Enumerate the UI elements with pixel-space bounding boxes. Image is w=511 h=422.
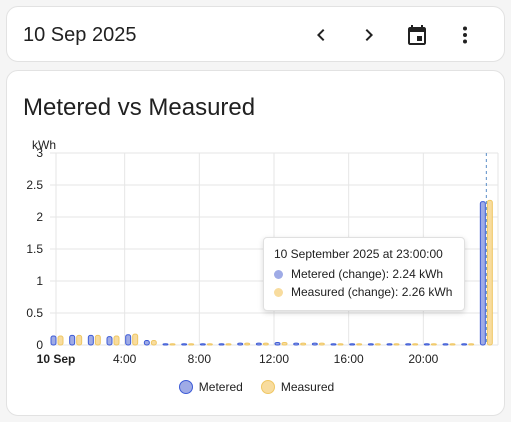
chevron-left-icon xyxy=(317,29,325,41)
next-day-button[interactable] xyxy=(357,23,381,47)
y-tick-label: 0.5 xyxy=(26,306,43,320)
bar-measured xyxy=(244,342,251,346)
legend-item-metered[interactable]: Metered xyxy=(178,380,243,394)
bar-metered xyxy=(330,343,337,346)
legend-label-metered: Metered xyxy=(198,380,243,394)
bar-metered xyxy=(87,334,94,346)
bar-metered xyxy=(181,343,188,346)
bar-measured xyxy=(374,343,381,346)
more-options-button[interactable] xyxy=(453,23,477,47)
y-tick-label: 2.5 xyxy=(26,178,43,192)
metered-color-dot xyxy=(274,269,283,279)
x-tick-label: 12:00 xyxy=(259,352,289,366)
bar-metered xyxy=(386,343,393,346)
bar-metered xyxy=(218,343,225,346)
bar-metered xyxy=(349,343,356,346)
x-tick-label: 16:00 xyxy=(334,352,364,366)
bar-metered xyxy=(50,335,57,346)
bar-measured xyxy=(132,333,139,346)
bar-measured xyxy=(281,341,288,346)
statistics-graph-card: Metered vs Measured 0 0.5 1 1.5 2 2.5 3 10 Sep 4… xyxy=(6,70,505,416)
y-tick-label: 1 xyxy=(36,274,43,288)
bar-metered xyxy=(274,341,281,346)
bar-metered xyxy=(442,343,449,346)
bar-metered xyxy=(367,343,374,346)
calendar-button[interactable] xyxy=(405,23,429,47)
legend-label-measured: Measured xyxy=(280,380,335,394)
bar-measured xyxy=(337,343,344,346)
tooltip-measured-value: Measured (change): 2.26 kWh xyxy=(291,285,453,299)
chart-legend: Metered Measured xyxy=(7,380,506,394)
y-tick-label: 1.5 xyxy=(26,242,43,256)
bar-measured xyxy=(430,343,437,346)
bar-measured xyxy=(300,342,307,346)
bar-chart[interactable]: 0 0.5 1 1.5 2 2.5 3 10 Sep 4:00 8:00 12:00 16:00 20:… xyxy=(7,71,506,371)
tooltip-title: 10 September 2025 at 23:00:00 xyxy=(274,247,443,261)
metered-legend-swatch xyxy=(178,380,193,394)
y-axis-label: kWh xyxy=(32,138,56,152)
bar-measured xyxy=(113,335,120,346)
bar-metered xyxy=(199,343,206,346)
x-tick-label: 20:00 xyxy=(408,352,438,366)
bar-metered xyxy=(69,334,76,346)
bar-metered xyxy=(125,334,132,346)
bar-measured xyxy=(468,343,475,346)
calendar-icon xyxy=(408,25,426,45)
bar-metered xyxy=(293,342,300,346)
bar-measured xyxy=(206,343,213,346)
bar-metered xyxy=(461,343,468,346)
bar-measured xyxy=(393,343,400,346)
measured-color-dot xyxy=(274,287,283,297)
previous-day-button[interactable] xyxy=(309,23,333,47)
date-picker-card: 10 Sep 2025 xyxy=(6,6,505,62)
chevron-right-icon xyxy=(365,29,373,41)
bar-metered xyxy=(255,342,262,346)
tooltip-row-metered: Metered (change): 2.24 kWh xyxy=(274,267,454,281)
y-tick-label: 0 xyxy=(36,338,43,352)
bar-measured xyxy=(188,343,195,346)
bar-metered xyxy=(162,343,169,346)
card-title: Metered vs Measured xyxy=(23,94,256,121)
bar-metered xyxy=(237,342,244,346)
chart-tooltip: 10 September 2025 at 23:00:00 Metered (c… xyxy=(263,237,465,311)
y-tick-label: 3 xyxy=(36,146,43,160)
bar-measured xyxy=(57,335,64,346)
bar-metered xyxy=(405,343,412,346)
x-tick-label: 8:00 xyxy=(188,352,212,366)
x-tick-label: 4:00 xyxy=(113,352,137,366)
more-vertical-icon xyxy=(463,26,467,44)
tooltip-row-measured: Measured (change): 2.26 kWh xyxy=(274,285,454,299)
bar-metered xyxy=(479,201,486,346)
tooltip-metered-value: Metered (change): 2.24 kWh xyxy=(291,267,444,281)
legend-item-measured[interactable]: Measured xyxy=(260,380,335,394)
bar-metered xyxy=(311,342,318,346)
bar-metered xyxy=(423,343,430,346)
bar-measured xyxy=(412,343,419,346)
bar-measured xyxy=(486,199,493,346)
bar-measured xyxy=(225,343,232,346)
bar-measured xyxy=(318,342,325,346)
x-tick-label: 10 Sep xyxy=(37,352,76,366)
bar-measured xyxy=(449,343,456,346)
y-tick-label: 2 xyxy=(36,210,43,224)
bar-measured xyxy=(94,334,101,346)
bar-measured xyxy=(150,340,157,346)
bar-measured xyxy=(356,343,363,346)
measured-legend-swatch xyxy=(260,380,275,394)
bar-metered xyxy=(143,340,150,346)
bar-metered xyxy=(106,336,113,346)
bar-measured xyxy=(169,343,176,346)
bar-measured xyxy=(76,334,83,346)
bar-measured xyxy=(262,342,269,346)
current-date: 10 Sep 2025 xyxy=(23,24,137,46)
